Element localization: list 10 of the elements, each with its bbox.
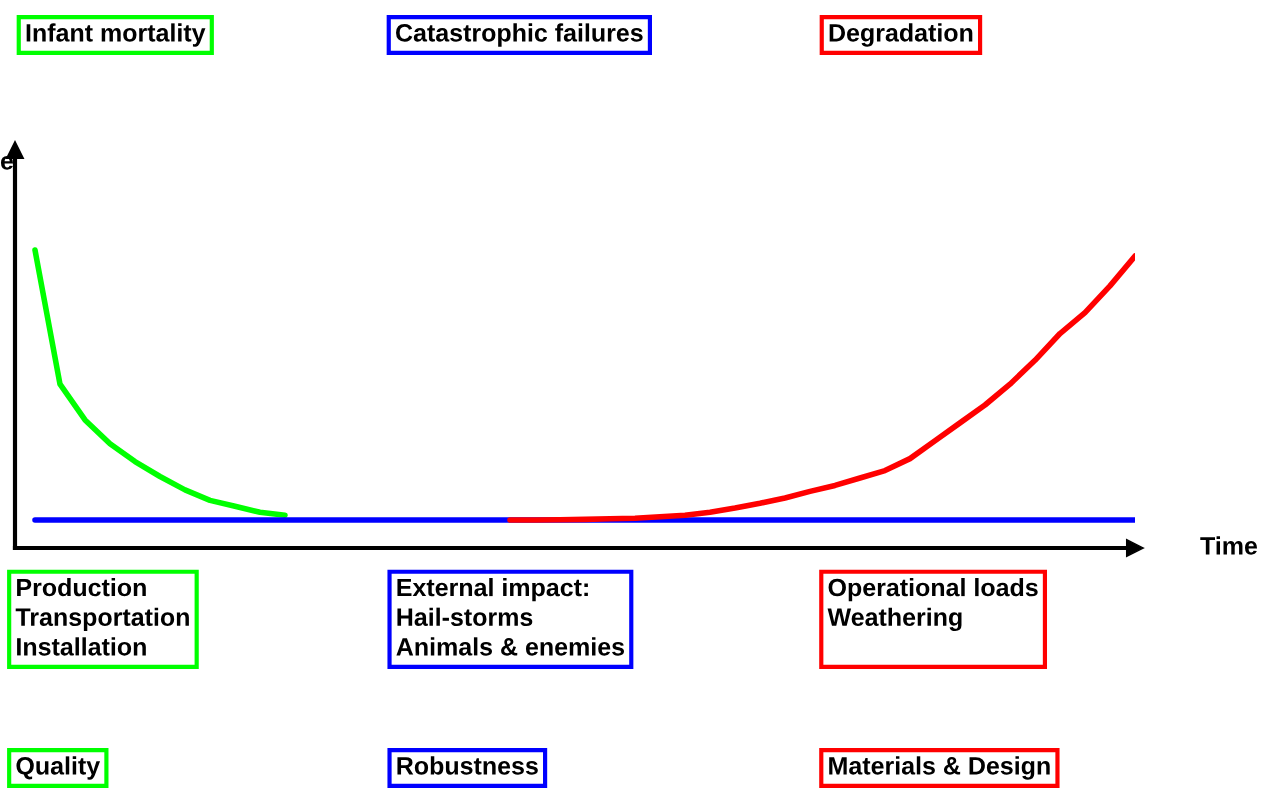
text: Degradation xyxy=(829,23,973,47)
text: Infant mortality xyxy=(26,23,206,47)
text: Catastrophic failures xyxy=(396,23,643,47)
text: Production Transportation Installation xyxy=(15,578,189,656)
text: External impact: Hail-storms Animals & enemies xyxy=(396,578,625,656)
x-axis-title: Time xyxy=(1200,536,1258,555)
text: Quality xyxy=(16,756,101,780)
text: Operational loads Weathering xyxy=(827,578,1038,632)
text: Materials & Design xyxy=(829,756,1050,780)
text: Robustness xyxy=(397,756,538,775)
